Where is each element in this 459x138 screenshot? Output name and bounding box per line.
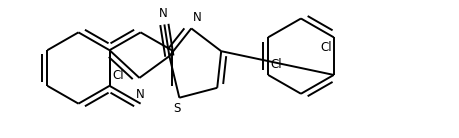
Text: Cl: Cl [269, 58, 281, 71]
Text: Cl: Cl [112, 69, 124, 82]
Text: N: N [193, 11, 202, 24]
Text: N: N [159, 7, 168, 21]
Text: Cl: Cl [319, 41, 331, 54]
Text: S: S [173, 102, 181, 115]
Text: N: N [136, 88, 145, 101]
